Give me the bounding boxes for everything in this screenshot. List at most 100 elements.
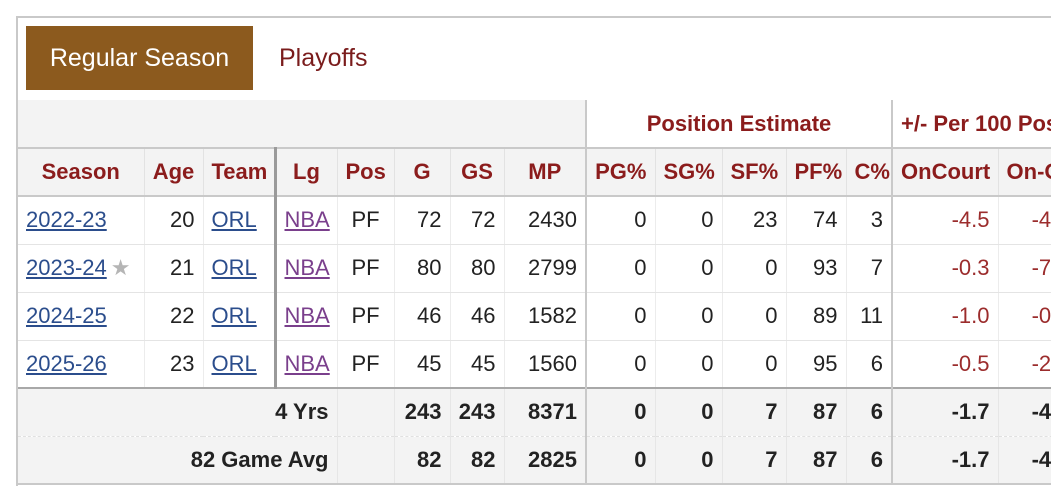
col-header-pg-pct[interactable]: PG%: [585, 148, 656, 197]
col-header-team[interactable]: Team: [203, 148, 276, 197]
g-cell: 46: [394, 292, 451, 341]
pf-pct-cell: 74: [786, 196, 847, 245]
totals-gs-cell: 82: [450, 436, 505, 485]
totals-sg-pct-cell: 0: [655, 387, 723, 437]
sg-pct-cell: 0: [655, 292, 723, 341]
team-link[interactable]: ORL: [211, 303, 257, 328]
on-off-cell: -7.3: [998, 244, 1051, 293]
league-link[interactable]: NBA: [284, 350, 330, 376]
totals-row: 82 Game Avg 82 82 2825 0 0 7 87 6 -1.7 -…: [18, 436, 1051, 485]
team-link[interactable]: ORL: [211, 255, 257, 280]
totals-pf-pct-cell: 87: [786, 387, 847, 437]
mp-cell: 1560: [504, 340, 587, 389]
table-row: 2024-25 22 ORL NBA PF 46 46 1582 0 0 0 8…: [18, 292, 1051, 341]
totals-sf-pct-cell: 7: [722, 436, 787, 485]
totals-sf-pct-cell: 7: [722, 387, 787, 437]
season-link[interactable]: 2023-24: [26, 255, 107, 280]
totals-pg-pct-cell: 0: [585, 387, 656, 437]
team-link[interactable]: ORL: [211, 350, 257, 376]
table-row: 2025-26 23 ORL NBA PF 45 45 1560 0 0 0 9…: [18, 340, 1051, 389]
totals-mp-cell: 2825: [504, 436, 587, 485]
col-header-sg-pct[interactable]: SG%: [655, 148, 723, 197]
col-header-pf-pct[interactable]: PF%: [786, 148, 847, 197]
g-cell: 80: [394, 244, 451, 293]
age-cell: 21: [144, 244, 204, 293]
col-header-gs[interactable]: GS: [450, 148, 505, 197]
col-header-c-pct[interactable]: C%: [846, 148, 893, 197]
season-link[interactable]: 2024-25: [26, 303, 107, 328]
star-icon: ★: [110, 255, 131, 280]
gs-cell: 72: [450, 196, 505, 245]
header-group-blank: [18, 100, 586, 149]
pg-pct-cell: 0: [585, 340, 656, 389]
totals-oncourt-cell: -1.7: [891, 387, 999, 437]
gs-cell: 46: [450, 292, 505, 341]
table-frame: [16, 16, 1051, 486]
c-pct-cell: 6: [846, 340, 893, 389]
totals-gs-cell: 243: [450, 387, 505, 437]
pos-cell: PF: [337, 340, 395, 389]
season-link[interactable]: 2022-23: [26, 207, 107, 233]
totals-mp-cell: 8371: [504, 387, 587, 437]
pf-pct-cell: 95: [786, 340, 847, 389]
col-header-on-off[interactable]: On-Off: [998, 148, 1051, 197]
mp-cell: 2430: [504, 196, 587, 245]
tab-regular-season[interactable]: Regular Season: [26, 26, 253, 90]
sg-pct-cell: 0: [655, 196, 723, 245]
col-header-pos[interactable]: Pos: [337, 148, 395, 197]
totals-c-pct-cell: 6: [846, 436, 893, 485]
col-header-oncourt[interactable]: OnCourt: [891, 148, 999, 197]
col-header-age[interactable]: Age: [144, 148, 204, 197]
stats-table: Position Estimate +/- Per 100 Poss Seaso…: [18, 100, 1051, 485]
header-group-row: Position Estimate +/- Per 100 Poss: [18, 100, 1051, 149]
c-pct-cell: 7: [846, 244, 893, 293]
totals-c-pct-cell: 6: [846, 387, 893, 437]
c-pct-cell: 3: [846, 196, 893, 245]
totals-pf-pct-cell: 87: [786, 436, 847, 485]
age-cell: 22: [144, 292, 204, 341]
pos-cell: PF: [337, 244, 395, 293]
pg-pct-cell: 0: [585, 196, 656, 245]
pos-cell: PF: [337, 292, 395, 341]
c-pct-cell: 11: [846, 292, 893, 341]
tab-playoffs[interactable]: Playoffs: [279, 43, 368, 72]
totals-g-cell: 243: [394, 387, 451, 437]
sg-pct-cell: 0: [655, 244, 723, 293]
mp-cell: 1582: [504, 292, 587, 341]
sf-pct-cell: 0: [722, 292, 787, 341]
oncourt-cell: -1.0: [891, 292, 999, 341]
on-off-cell: -0.9: [998, 292, 1051, 341]
season-type-tabs: Regular Season Playoffs: [26, 25, 367, 91]
totals-on-off-cell: -4.3: [998, 387, 1051, 437]
pos-cell: PF: [337, 196, 395, 245]
table-row: 2022-23 20 ORL NBA PF 72 72 2430 0 0 23 …: [18, 196, 1051, 245]
totals-oncourt-cell: -1.7: [891, 436, 999, 485]
on-off-cell: -2.2: [998, 340, 1051, 389]
g-cell: 45: [394, 340, 451, 389]
mp-cell: 2799: [504, 244, 587, 293]
oncourt-cell: -0.5: [891, 340, 999, 389]
g-cell: 72: [394, 196, 451, 245]
sf-pct-cell: 23: [722, 196, 787, 245]
league-link[interactable]: NBA: [284, 303, 330, 328]
column-header-row: Season Age Team Lg Pos G GS MP PG% SG% S…: [18, 148, 1051, 197]
totals-g-cell: 82: [394, 436, 451, 485]
gs-cell: 45: [450, 340, 505, 389]
header-group-position: Position Estimate: [584, 100, 893, 149]
season-link[interactable]: 2025-26: [26, 350, 107, 376]
col-header-lg[interactable]: Lg: [273, 148, 338, 197]
pg-pct-cell: 0: [585, 244, 656, 293]
col-header-g[interactable]: G: [394, 148, 451, 197]
col-header-season[interactable]: Season: [18, 148, 145, 197]
league-link[interactable]: NBA: [284, 255, 330, 280]
league-link[interactable]: NBA: [284, 207, 330, 233]
col-header-mp[interactable]: MP: [504, 148, 587, 197]
table-row: 2023-24 ★ 21 ORL NBA PF 80 80 2799 0 0 0 …: [18, 244, 1051, 293]
team-link[interactable]: ORL: [211, 207, 257, 233]
totals-pg-pct-cell: 0: [585, 436, 656, 485]
age-cell: 20: [144, 196, 204, 245]
sf-pct-cell: 0: [722, 340, 787, 389]
col-header-sf-pct[interactable]: SF%: [722, 148, 787, 197]
oncourt-cell: -4.5: [891, 196, 999, 245]
totals-pos-cell: [337, 436, 395, 485]
